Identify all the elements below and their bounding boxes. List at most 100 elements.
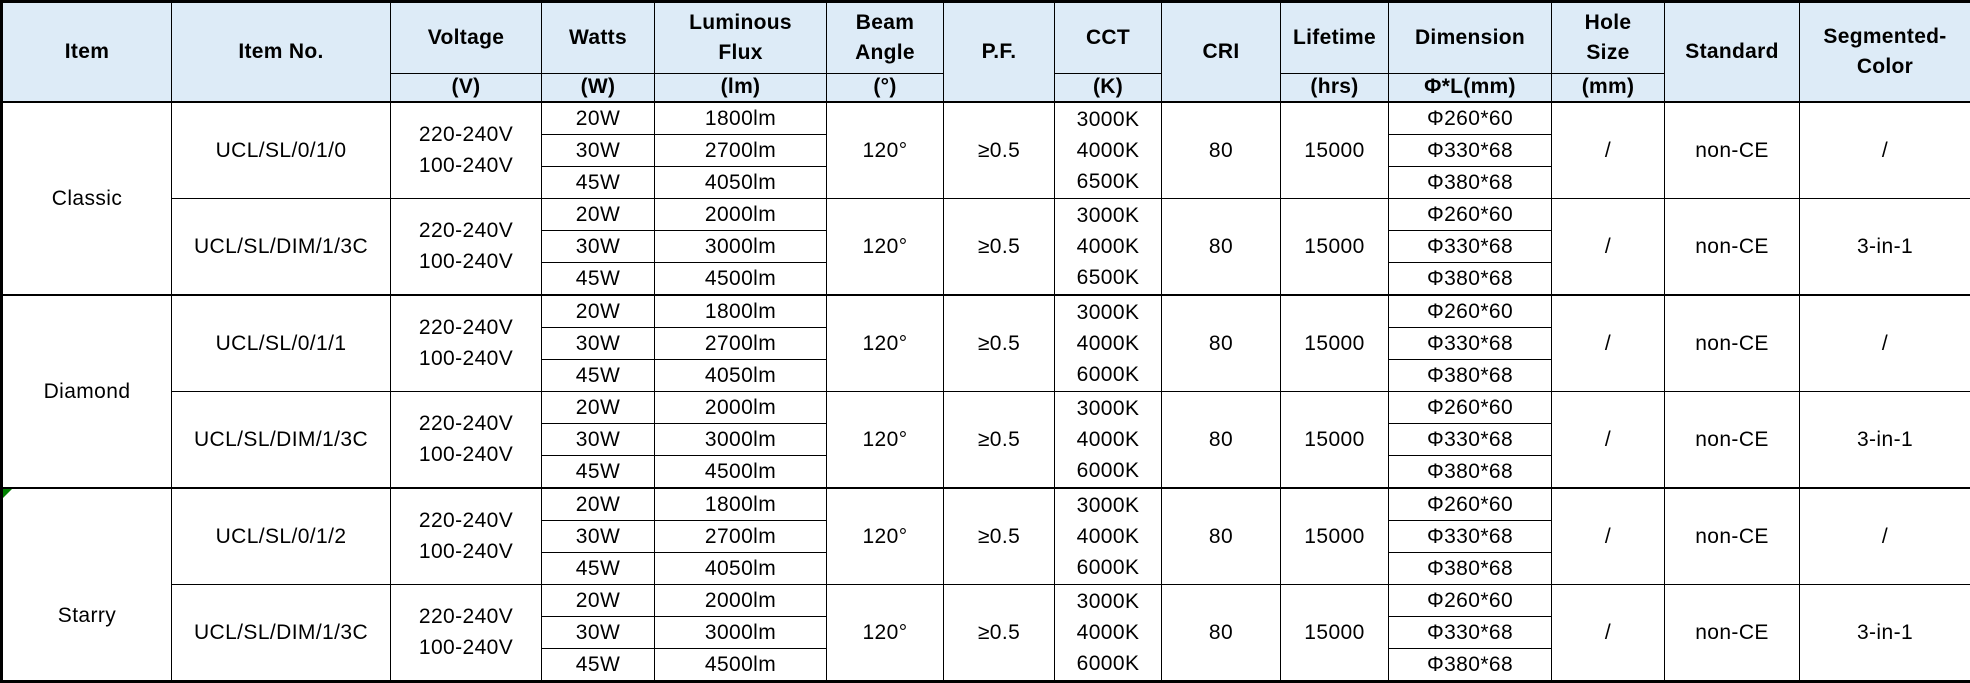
luminous-flux-cell: 1800lm — [655, 295, 827, 328]
cri-cell: 80 — [1162, 198, 1281, 295]
watts-cell: 45W — [542, 648, 655, 681]
luminous-flux-cell: 1800lm — [655, 488, 827, 521]
dimension-cell: Φ260*60 — [1389, 488, 1552, 521]
unit-lifetime: (hrs) — [1281, 74, 1389, 102]
cri-cell: 80 — [1162, 102, 1281, 199]
dimension-cell: Φ380*68 — [1389, 455, 1552, 488]
hole-size-cell: / — [1552, 391, 1665, 488]
watts-cell: 30W — [542, 423, 655, 455]
dimension-cell: Φ330*68 — [1389, 327, 1552, 359]
segmented-color-cell: 3-in-1 — [1800, 198, 1970, 295]
unit-luminous-flux: (lm) — [655, 74, 827, 102]
standard-cell: non-CE — [1665, 295, 1800, 392]
dimension-cell: Φ380*68 — [1389, 359, 1552, 391]
hole-size-cell: / — [1552, 584, 1665, 681]
col-header-item-no: Item No. — [172, 2, 391, 102]
item-cell: Diamond — [2, 295, 172, 488]
col-header-cri: CRI — [1162, 2, 1281, 102]
voltage-cell: 220-240V 100-240V — [391, 488, 542, 585]
col-header-cct: CCT — [1055, 2, 1162, 74]
watts-cell: 30W — [542, 327, 655, 359]
beam-angle-cell: 120° — [827, 198, 944, 295]
segmented-color-cell: / — [1800, 295, 1970, 392]
cct-cell: 3000K 4000K 6000K — [1055, 295, 1162, 392]
col-header-hole-size: Hole Size — [1552, 2, 1665, 74]
luminous-flux-cell: 2000lm — [655, 198, 827, 230]
item-no-cell: UCL/SL/DIM/1/3C — [172, 391, 391, 488]
beam-angle-cell: 120° — [827, 391, 944, 488]
luminous-flux-cell: 2700lm — [655, 327, 827, 359]
hole-size-cell: / — [1552, 488, 1665, 585]
dimension-cell: Φ260*60 — [1389, 102, 1552, 135]
col-header-dimension: Dimension — [1389, 2, 1552, 74]
lifetime-cell: 15000 — [1281, 488, 1389, 585]
standard-cell: non-CE — [1665, 391, 1800, 488]
luminous-flux-cell: 4500lm — [655, 648, 827, 681]
standard-cell: non-CE — [1665, 198, 1800, 295]
col-header-watts: Watts — [542, 2, 655, 74]
unit-watts: (W) — [542, 74, 655, 102]
luminous-flux-cell: 2700lm — [655, 520, 827, 552]
hole-size-cell: / — [1552, 295, 1665, 392]
voltage-cell: 220-240V 100-240V — [391, 391, 542, 488]
item-no-cell: UCL/SL/0/1/0 — [172, 102, 391, 199]
luminous-flux-cell: 4050lm — [655, 552, 827, 584]
dimension-cell: Φ380*68 — [1389, 262, 1552, 295]
unit-voltage: (V) — [391, 74, 542, 102]
beam-angle-cell: 120° — [827, 295, 944, 392]
segmented-color-cell: / — [1800, 488, 1970, 585]
standard-cell: non-CE — [1665, 488, 1800, 585]
voltage-cell: 220-240V 100-240V — [391, 102, 542, 199]
cct-cell: 3000K 4000K 6000K — [1055, 584, 1162, 681]
dimension-cell: Φ330*68 — [1389, 423, 1552, 455]
watts-cell: 20W — [542, 391, 655, 423]
dimension-cell: Φ380*68 — [1389, 166, 1552, 198]
hole-size-cell: / — [1552, 102, 1665, 199]
standard-cell: non-CE — [1665, 102, 1800, 199]
item-no-cell: UCL/SL/DIM/1/3C — [172, 584, 391, 681]
dimension-cell: Φ330*68 — [1389, 616, 1552, 648]
col-header-lifetime: Lifetime — [1281, 2, 1389, 74]
cri-cell: 80 — [1162, 391, 1281, 488]
col-header-standard: Standard — [1665, 2, 1800, 102]
col-header-item: Item — [2, 2, 172, 102]
watts-cell: 30W — [542, 230, 655, 262]
watts-cell: 45W — [542, 262, 655, 295]
standard-cell: non-CE — [1665, 584, 1800, 681]
col-header-pf: P.F. — [944, 2, 1055, 102]
unit-hole-size: (mm) — [1552, 74, 1665, 102]
pf-cell: ≥0.5 — [944, 488, 1055, 585]
luminous-flux-cell: 2000lm — [655, 391, 827, 423]
watts-cell: 45W — [542, 359, 655, 391]
excel-error-indicator-icon — [3, 489, 12, 498]
segmented-color-cell: 3-in-1 — [1800, 391, 1970, 488]
watts-cell: 45W — [542, 455, 655, 488]
segmented-color-cell: / — [1800, 102, 1970, 199]
watts-cell: 45W — [542, 166, 655, 198]
pf-cell: ≥0.5 — [944, 198, 1055, 295]
watts-cell: 20W — [542, 295, 655, 328]
lifetime-cell: 15000 — [1281, 198, 1389, 295]
lifetime-cell: 15000 — [1281, 102, 1389, 199]
luminous-flux-cell: 3000lm — [655, 616, 827, 648]
cct-cell: 3000K 4000K 6000K — [1055, 391, 1162, 488]
cri-cell: 80 — [1162, 584, 1281, 681]
voltage-cell: 220-240V 100-240V — [391, 295, 542, 392]
watts-cell: 20W — [542, 198, 655, 230]
item-no-cell: UCL/SL/DIM/1/3C — [172, 198, 391, 295]
dimension-cell: Φ330*68 — [1389, 230, 1552, 262]
cct-cell: 3000K 4000K 6000K — [1055, 488, 1162, 585]
beam-angle-cell: 120° — [827, 488, 944, 585]
lifetime-cell: 15000 — [1281, 295, 1389, 392]
dimension-cell: Φ380*68 — [1389, 552, 1552, 584]
luminous-flux-cell: 4050lm — [655, 166, 827, 198]
beam-angle-cell: 120° — [827, 102, 944, 199]
voltage-cell: 220-240V 100-240V — [391, 198, 542, 295]
hole-size-cell: / — [1552, 198, 1665, 295]
beam-angle-cell: 120° — [827, 584, 944, 681]
dimension-cell: Φ260*60 — [1389, 295, 1552, 328]
item-cell: Classic — [2, 102, 172, 295]
col-header-segmented-color: Segmented- Color — [1800, 2, 1970, 102]
luminous-flux-cell: 1800lm — [655, 102, 827, 135]
